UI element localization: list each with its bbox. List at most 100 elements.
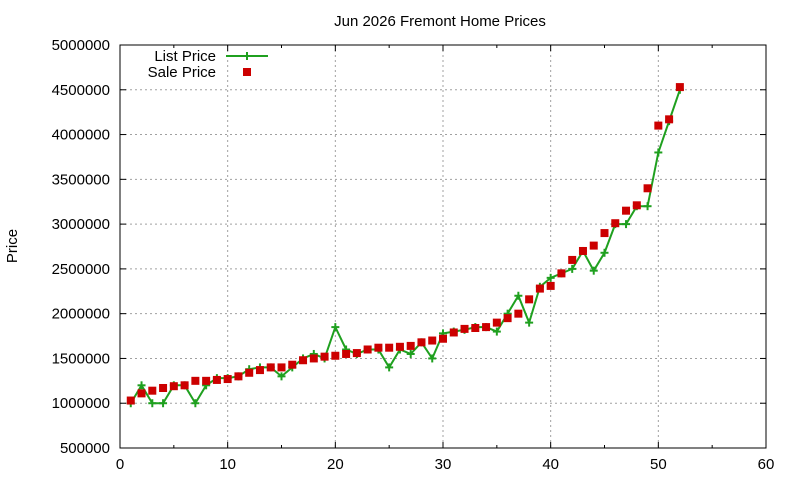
list-price-line [129, 89, 681, 406]
list-price-point [191, 399, 200, 408]
sale-price-point [460, 324, 469, 333]
sale-price-point [137, 389, 146, 398]
sale-price-point [159, 383, 168, 392]
sale-price-point [449, 328, 458, 337]
sale-price-point [611, 219, 620, 228]
list-price-point [568, 264, 577, 273]
y-tick-label: 1000000 [52, 395, 110, 412]
list-price-point [159, 399, 168, 408]
sale-price-point [557, 269, 566, 278]
sale-price-point [266, 363, 275, 372]
sale-price-point [374, 343, 383, 352]
sale-price-point [223, 375, 232, 384]
tick-labels: 0 10 20 30 40 50 60 500000 1000000 1500000 2000000… [52, 37, 775, 473]
sale-price-point [299, 356, 308, 365]
list-price-point [643, 202, 652, 211]
sale-price-point [255, 366, 264, 375]
x-tick-label: 10 [219, 456, 236, 473]
y-tick-label: 2500000 [52, 261, 110, 278]
y-tick-label: 2000000 [52, 306, 110, 323]
list-price-point [525, 318, 534, 327]
list-price-point [600, 248, 609, 257]
list-price-point [148, 399, 157, 408]
y-tick-label: 5000000 [52, 37, 110, 54]
sale-price-point [352, 349, 361, 358]
plot-frame [119, 44, 767, 449]
sale-price-point [525, 295, 534, 304]
x-tick-label: 60 [758, 456, 775, 473]
list-price-point [654, 148, 663, 157]
sale-price-point [331, 351, 340, 360]
chart-title: Jun 2026 Fremont Home Prices [334, 13, 546, 30]
x-tick-label: 50 [650, 456, 667, 473]
sale-price-point [546, 281, 555, 290]
sale-price-point [578, 246, 587, 255]
sale-price-point [589, 241, 598, 250]
sale-price-point [342, 349, 351, 358]
list-price-point [331, 323, 340, 332]
legend-swatches [226, 52, 268, 76]
list-price-point [546, 273, 555, 282]
list-price-point [589, 266, 598, 275]
sale-price-point [148, 386, 157, 395]
list-price-point [385, 363, 394, 372]
sale-price-point [675, 83, 684, 92]
sale-price-point [492, 318, 501, 327]
x-tick-label: 0 [116, 456, 124, 473]
legend: List Price Sale Price [148, 48, 268, 81]
sale-price-point [428, 336, 437, 345]
sale-price-point [277, 363, 286, 372]
sale-price-point [471, 323, 480, 332]
sale-price-point [363, 345, 372, 354]
sale-price-point [417, 338, 426, 347]
list-price-point [277, 372, 286, 381]
y-tick-label: 4500000 [52, 82, 110, 99]
y-tick-label: 3000000 [52, 216, 110, 233]
y-tick-label: 4000000 [52, 127, 110, 144]
y-tick-label: 500000 [60, 440, 110, 457]
series-layer [126, 83, 684, 408]
sale-price-point [503, 314, 512, 323]
sale-price-point [439, 334, 447, 343]
sale-price-point [665, 115, 674, 124]
legend-label-list-price: List Price [154, 48, 216, 65]
x-tick-label: 20 [327, 456, 344, 473]
sale-price-point [126, 396, 135, 405]
sale-price-point [568, 255, 577, 264]
sale-price-point [309, 354, 318, 363]
legend-label-sale-price: Sale Price [148, 64, 216, 81]
sale-price-point [654, 121, 663, 130]
sale-price-point [600, 229, 609, 238]
legend-swatch-sale-price [243, 68, 251, 76]
y-tick-label: 3500000 [52, 171, 110, 188]
sale-price-point [202, 376, 211, 385]
list-price-point [622, 220, 631, 229]
list-price-point [514, 291, 523, 300]
sale-price-point [245, 368, 254, 377]
sale-price-point [395, 342, 404, 351]
sale-price-point [514, 309, 523, 318]
list-price-point [428, 354, 437, 363]
y-tick-label: 1500000 [52, 350, 110, 367]
x-tick-label: 40 [542, 456, 559, 473]
x-tick-label: 30 [435, 456, 452, 473]
sale-price-point [191, 376, 200, 385]
sale-price-point [482, 323, 491, 332]
list-price-point [492, 327, 501, 336]
list-price-point [137, 381, 146, 390]
sale-price-point [632, 201, 641, 210]
sale-price-point [622, 206, 631, 215]
sale-price-point [385, 343, 394, 352]
sale-price-point [535, 284, 544, 293]
sale-price-point [406, 341, 415, 350]
y-axis-label: Price [4, 229, 21, 263]
sale-price-point [643, 184, 652, 193]
list-price-point [406, 349, 415, 358]
sale-price-point [169, 382, 178, 391]
sale-price-point [212, 375, 221, 384]
sale-price-point [320, 352, 329, 361]
sale-price-point [288, 360, 297, 369]
sale-price-point [180, 381, 189, 390]
